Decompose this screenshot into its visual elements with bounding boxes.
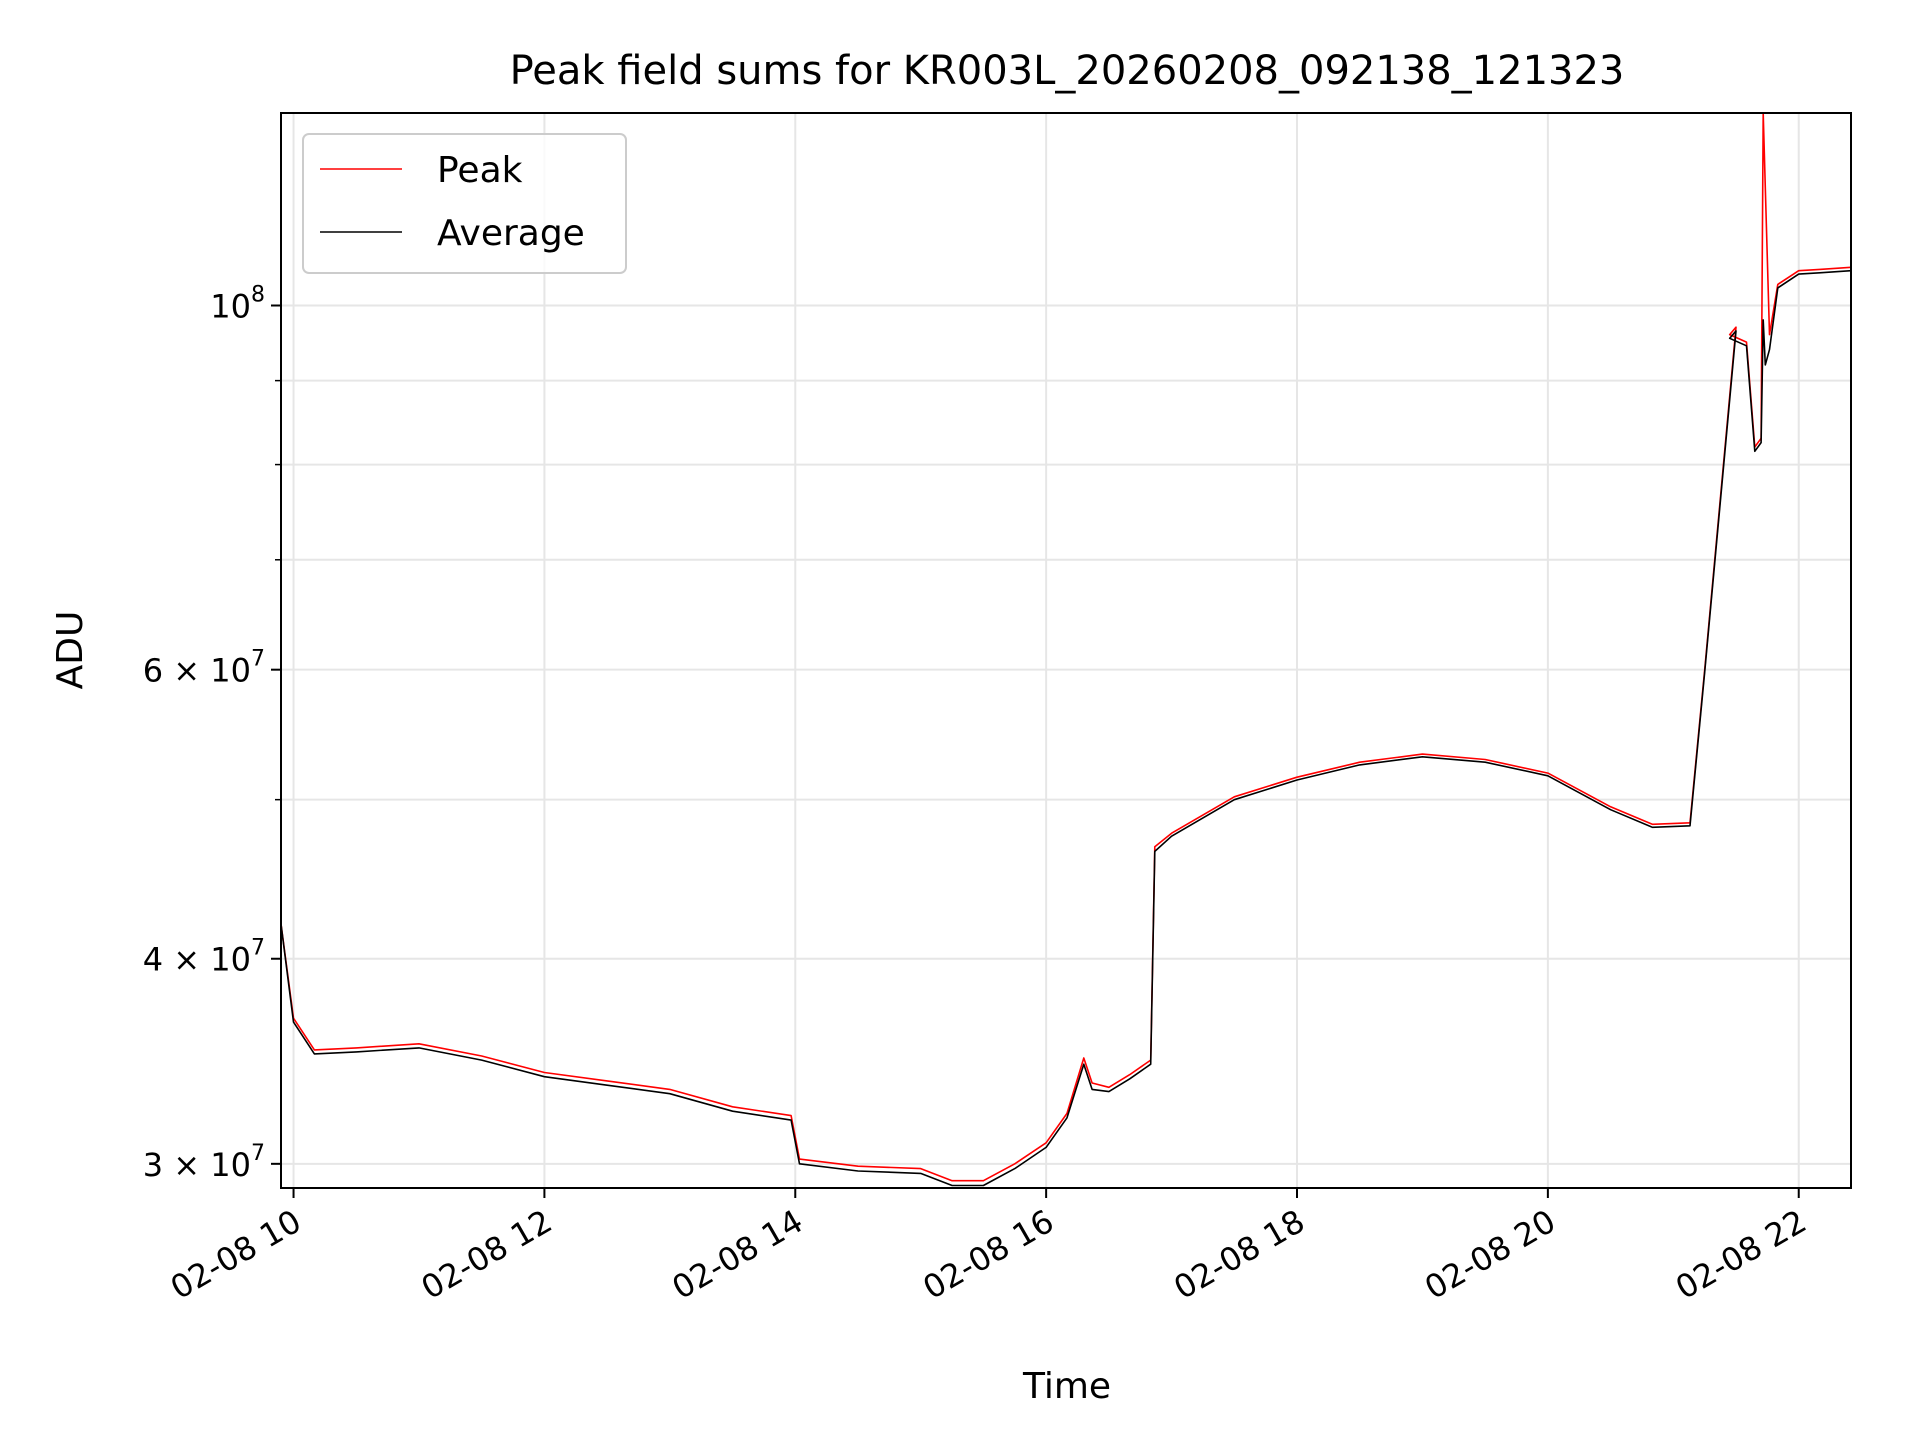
y-axis-label: ADU [50, 611, 91, 690]
y-tick-exponent: 7 [251, 1141, 265, 1166]
y-tick-label: 3 × 107 [143, 1141, 265, 1184]
y-tick-exponent: 7 [251, 936, 265, 961]
chart-title: Peak field sums for KR003L_20260208_0921… [510, 48, 1625, 94]
y-tick-label: 6 × 107 [143, 647, 265, 690]
y-tick-exponent: 7 [251, 647, 265, 672]
legend-label-average: Average [437, 213, 585, 254]
y-tick-base: 3 × 10 [143, 1146, 251, 1184]
y-tick-base: 4 × 10 [143, 941, 251, 979]
plot-area-frame [280, 112, 1852, 1189]
y-tick-label: 4 × 107 [143, 936, 265, 979]
y-tick-base: 6 × 10 [143, 652, 251, 690]
y-tick-exponent: 8 [251, 283, 265, 308]
y-tick-base: 10 [210, 288, 251, 326]
grid [281, 113, 1851, 1188]
y-tick-label: 108 [210, 283, 265, 326]
series-group [280, 112, 1852, 1187]
legend-label-peak: Peak [437, 150, 523, 191]
x-axis-label: Time [1022, 1366, 1111, 1407]
series-line-average [280, 269, 1852, 1187]
legend: Peak Average [302, 133, 627, 274]
